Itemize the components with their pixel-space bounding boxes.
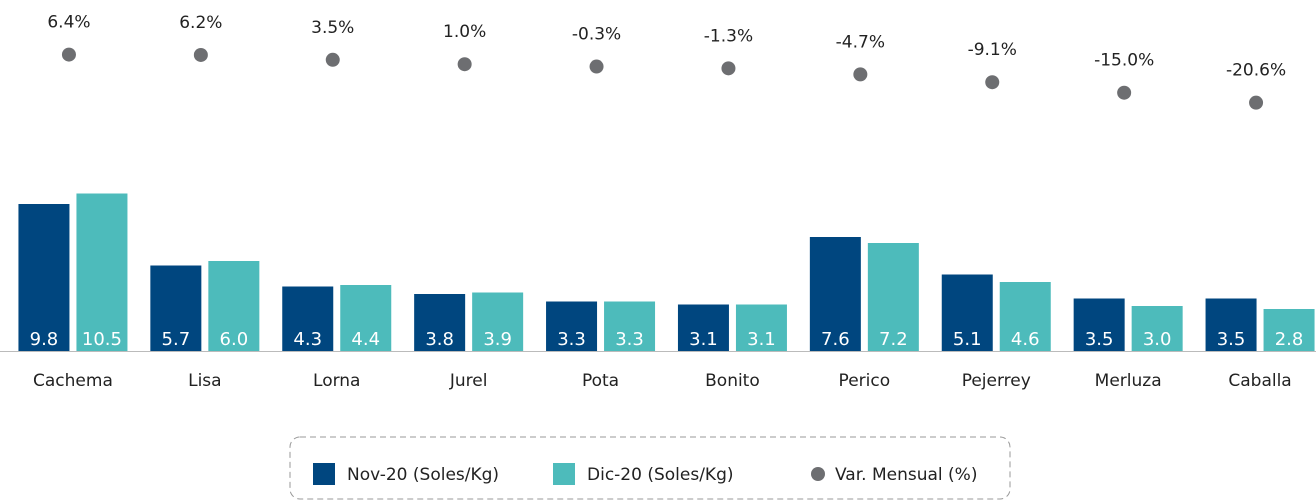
bar-label: 3.3 (615, 329, 644, 350)
var-label: -1.3% (704, 26, 753, 46)
var-dot (853, 67, 868, 82)
x-tick-label: Bonito (705, 371, 760, 391)
bar-label: 3.9 (483, 329, 512, 350)
bar (208, 261, 260, 351)
legend-swatch (313, 463, 335, 485)
legend-swatch (553, 463, 575, 485)
bar (1073, 298, 1125, 351)
bar-label: 5.7 (162, 329, 191, 350)
x-tick-label: Lisa (188, 371, 221, 391)
bar (150, 265, 202, 351)
var-label: 6.2% (179, 13, 222, 33)
var-dot (61, 47, 76, 62)
bar (282, 286, 334, 351)
bar-label: 2.8 (1275, 329, 1304, 350)
bar (1263, 309, 1315, 351)
bar-label: 3.5 (1085, 329, 1114, 350)
bar (999, 282, 1051, 351)
bar (472, 292, 524, 351)
var-dot (721, 61, 736, 76)
bar (867, 243, 919, 351)
var-label: 1.0% (443, 22, 486, 42)
bar-label: 9.8 (30, 329, 59, 350)
bar (414, 294, 466, 351)
legend-swatch (811, 467, 825, 481)
legend-box (289, 436, 1011, 500)
bar-label: 3.1 (689, 329, 718, 350)
legend-label: Dic-20 (Soles/Kg) (587, 465, 734, 485)
bar-label: 4.3 (293, 329, 322, 350)
bar-label: 7.6 (821, 329, 850, 350)
var-dot (193, 47, 208, 62)
var-label: -15.0% (1094, 51, 1154, 71)
bar-label: 4.4 (351, 329, 380, 350)
bar (1205, 298, 1257, 351)
bar (18, 204, 70, 351)
var-dot (325, 52, 340, 67)
var-label: -0.3% (572, 25, 621, 45)
x-tick-label: Cachema (33, 371, 113, 391)
var-label: -4.7% (836, 32, 885, 52)
x-tick-label: Lorna (313, 371, 360, 391)
bar-label: 5.1 (953, 329, 982, 350)
var-label: 3.5% (311, 18, 354, 38)
x-tick-label: Jurel (449, 371, 488, 391)
bar-label: 3.5 (1217, 329, 1246, 350)
legend-label: Var. Mensual (%) (835, 465, 977, 485)
x-tick-label: Pota (582, 371, 619, 391)
var-label: -9.1% (968, 40, 1017, 60)
bar-label: 3.3 (557, 329, 586, 350)
bar (941, 274, 993, 351)
x-tick-label: Merluza (1095, 371, 1162, 391)
bar (735, 304, 787, 351)
bar (546, 301, 598, 351)
var-dot (457, 57, 472, 72)
bar (809, 237, 861, 351)
var-dot (985, 75, 1000, 90)
bar-label: 7.2 (879, 329, 908, 350)
var-dot (589, 59, 604, 74)
bar-label: 6.0 (220, 329, 249, 350)
x-tick-label: Pejerrey (962, 371, 1031, 391)
var-label: 6.4% (47, 13, 90, 33)
bar-label: 3.1 (747, 329, 776, 350)
bar (677, 304, 729, 351)
bar-label: 4.6 (1011, 329, 1040, 350)
x-tick-label: Caballa (1228, 371, 1291, 391)
x-tick-label: Perico (839, 371, 891, 391)
bar (604, 301, 656, 351)
var-dot (1249, 95, 1264, 110)
legend-label: Nov-20 (Soles/Kg) (347, 465, 499, 485)
bar-label: 3.0 (1143, 329, 1172, 350)
bar-label: 10.5 (82, 329, 122, 350)
bar (340, 285, 392, 351)
bar (76, 193, 128, 351)
bar-label: 3.8 (425, 329, 454, 350)
bar (1131, 306, 1183, 351)
var-label: -20.6% (1226, 61, 1286, 81)
var-dot (1117, 85, 1132, 100)
